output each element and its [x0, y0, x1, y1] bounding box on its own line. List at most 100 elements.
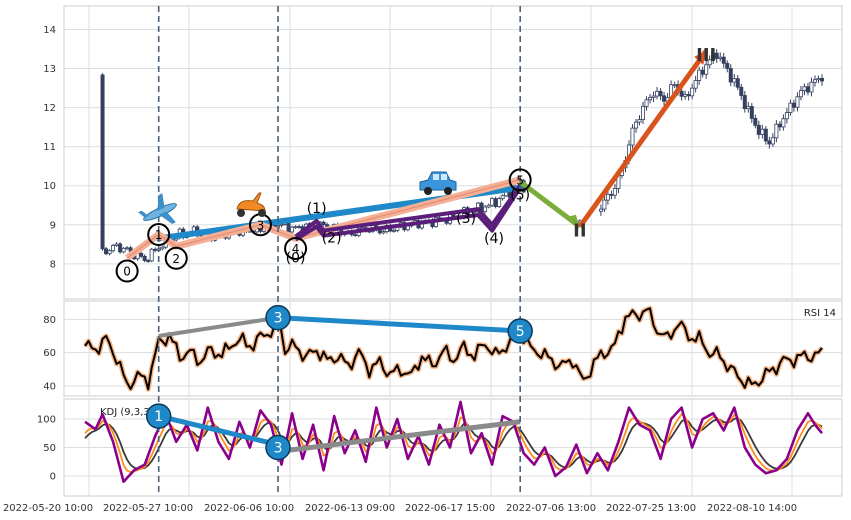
price-panel-frame [63, 5, 843, 300]
candle-body [605, 193, 610, 201]
candle-body [297, 226, 302, 228]
candle-body [735, 78, 740, 88]
candle-body [791, 102, 796, 108]
candle-body [290, 226, 295, 233]
price-grid [64, 6, 842, 299]
candle-body [149, 248, 154, 262]
secondary-wave-lower [294, 186, 522, 242]
candle-body [816, 77, 821, 81]
rsi-y-tick-label: 60 [43, 348, 56, 359]
rsi-panel-frame [63, 300, 843, 397]
candle-body [805, 86, 810, 93]
candle-body [286, 222, 291, 233]
candle-body [641, 105, 646, 120]
candle-body [630, 127, 635, 146]
kdj-divergence-gray [277, 419, 521, 454]
scooter-icon [236, 192, 266, 217]
candle-body [609, 193, 614, 196]
candle-body [121, 247, 126, 253]
candle-body [760, 128, 765, 135]
primary-wave-label: 0 [123, 264, 131, 278]
price-y-tick-label: 12 [43, 103, 56, 114]
candle-body [139, 252, 144, 257]
rsi-divergence-label-circle [265, 304, 291, 331]
kdj-divergence-label: 3 [274, 441, 283, 457]
candle-body [153, 248, 158, 251]
decorative-icons [138, 171, 457, 224]
candle-body [160, 246, 165, 250]
kdj-divergence-label: 1 [154, 409, 163, 425]
candle-body [486, 204, 491, 208]
candle-body [483, 206, 488, 212]
x-tick-label: 2022-05-20 10:00 [3, 503, 93, 514]
candle-body [784, 112, 789, 120]
primary-wave-label: 1 [155, 228, 163, 242]
primary-wave-label: 5 [516, 173, 524, 187]
candle-body [788, 102, 793, 113]
candle-body [598, 208, 603, 212]
kdj-y-tick-label: 0 [50, 472, 56, 483]
candle-body [686, 94, 691, 97]
candle-body [777, 123, 782, 128]
secondary-wave-label: (0) [286, 250, 306, 266]
candle-body [802, 86, 807, 91]
kdj-y-ticks: 0 50 100 [37, 414, 56, 482]
candle-body [146, 260, 151, 262]
candle-body [672, 84, 677, 87]
candle-body [690, 87, 695, 97]
secondary-wave-label: (2) [322, 231, 342, 247]
candle-body [774, 123, 779, 139]
candle-body [809, 81, 814, 93]
secondary-wave-label: (5) [510, 188, 530, 204]
candle-body [633, 121, 638, 129]
x-axis-ticks: 2022-05-20 10:00 2022-05-27 10:00 2022-06-… [3, 503, 797, 514]
candle-body [279, 223, 284, 226]
candle-body [739, 86, 744, 96]
candle-body [812, 79, 817, 83]
candle-body [644, 99, 649, 107]
x-tick-label: 2022-07-06 13:00 [506, 503, 596, 514]
price-y-ticks: 8 9 10 11 12 13 14 [43, 25, 56, 270]
x-tick-label: 2022-06-17 15:00 [405, 503, 495, 514]
rsi-divergence-label-circle [507, 318, 533, 344]
rsi-divergence-gray [158, 315, 279, 338]
candle-body [391, 230, 396, 232]
kdj-divergence-blue [158, 413, 279, 448]
candle-body [658, 90, 663, 97]
candle-body [746, 106, 751, 110]
rsi-divergence-blue [277, 315, 521, 334]
candle-body [651, 95, 656, 98]
candle-body [742, 95, 747, 110]
candle-body [781, 118, 786, 128]
candle-body [125, 247, 130, 250]
candle-body [795, 96, 800, 108]
car-icon [419, 171, 457, 195]
rsi-y-tick-label: 40 [43, 382, 56, 393]
price-y-tick-label: 10 [43, 181, 56, 192]
candle-body [707, 59, 712, 66]
secondary-wave-label: (4) [484, 231, 504, 247]
candle-body [648, 97, 653, 101]
correction-arrowhead [567, 214, 580, 227]
price-overlays [125, 49, 709, 261]
candle-body [704, 64, 709, 75]
candle-body [700, 69, 705, 75]
secondary-wave-label: (1) [307, 201, 327, 217]
x-tick-label: 2022-07-25 13:00 [606, 503, 696, 514]
rsi-series [82, 305, 824, 392]
rsi-y-tick-label: 80 [43, 315, 56, 326]
candle-body [767, 140, 772, 145]
candle-body [111, 245, 116, 252]
candle-body [756, 124, 761, 135]
candle-body [732, 78, 737, 83]
candle-body [321, 221, 326, 225]
candle-body [770, 137, 775, 145]
candle-body [602, 199, 607, 210]
candle-body [655, 90, 660, 97]
candle-body [728, 68, 733, 83]
rsi-panel-title: RSI 14 [804, 308, 836, 319]
x-tick-label: 2022-06-13 09:00 [305, 503, 395, 514]
price-y-tick-label: 13 [43, 64, 56, 75]
candle-body [497, 198, 502, 207]
